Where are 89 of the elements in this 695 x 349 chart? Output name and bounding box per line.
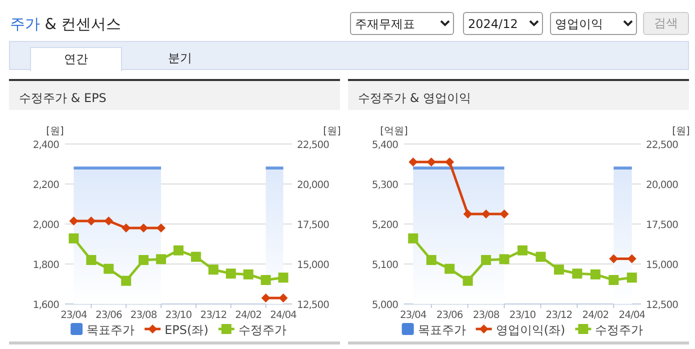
legend-label: EPS(좌) [164,323,208,337]
point [608,275,619,285]
point [190,252,201,262]
x-tick-label: 23/08 [130,310,157,321]
x-tick-label: 23/10 [509,310,536,321]
point [278,272,288,283]
point [121,276,132,286]
point [626,272,637,283]
chart-title: 수정주가 & 영업이익 [348,79,689,110]
x-tick-label: 23/12 [546,310,572,321]
y2-tick-label: 17,500 [646,220,678,231]
y-tick-label: 2,000 [32,220,60,231]
x-tick-label: 24/02 [235,310,262,321]
point [104,216,114,226]
y2-axis-title: [원] [323,126,341,137]
x-tick-label: 24/02 [582,310,609,321]
point [462,276,473,286]
point [156,254,166,264]
point [208,264,218,275]
point [481,255,492,265]
point [86,216,96,226]
text: 연간 [30,47,122,71]
x-tick-label: 23/04 [60,310,88,321]
x-tick-label: 23/06 [436,310,463,321]
point [261,294,270,302]
text: 주가 & 컨센서스 [10,15,122,33]
x-tick-label: 23/12 [200,310,227,321]
legend-label: 수정주가 [595,323,644,337]
y2-tick-label: 15,000 [646,260,678,271]
point [536,252,546,262]
point [426,255,436,265]
point [138,255,149,265]
point [156,224,166,232]
y2-tick-label: 17,500 [297,220,330,231]
legend-label: 영업이익(좌) [496,323,566,337]
y-tick-label: 1,600 [32,300,60,311]
text: 검색 [643,12,689,35]
y2-tick-label: 15,000 [297,260,330,271]
x-tick-label: 23/10 [165,310,192,321]
y2-tick-label: 22,500 [297,140,330,151]
text: 주재무제표 [350,12,454,35]
point [518,245,528,256]
y-tick-label: 5,000 [372,300,398,311]
point [590,269,600,280]
point [572,268,582,279]
point [463,210,472,218]
point [174,245,184,256]
point [426,158,436,166]
x-tick-label: 23/08 [472,310,500,321]
y-tick-label: 2,400 [32,140,60,151]
point [226,268,236,279]
point [500,210,509,218]
y2-tick-label: 12,500 [646,300,678,311]
point [68,233,79,244]
y-tick-label: 2,200 [32,180,60,191]
legend-label: 목표주가 [418,323,466,337]
point [445,158,454,166]
x-tick-label: 23/04 [400,310,426,321]
y2-tick-label: 12,500 [297,300,330,311]
y2-tick-label: 22,500 [646,140,678,151]
point [69,216,78,226]
point [86,255,96,265]
text: 2024/12 [463,12,543,35]
y2-tick-label: 20,000 [297,180,330,191]
x-tick-label: 23/06 [95,310,122,321]
text: 영업이익 [550,12,637,35]
y-tick-label: 5,200 [372,220,398,231]
legend-label: 수정주가 [238,323,286,337]
y-tick-label: 1,800 [32,260,60,271]
y2-tick-label: 20,000 [646,180,678,191]
y-axis-title: [원] [46,126,64,137]
chart-title: 수정주가 & EPS [9,79,340,110]
y-axis-title: [억원] [380,126,408,137]
point [554,264,564,275]
point [499,254,510,264]
point [243,269,254,280]
text: 분기 [167,50,193,67]
point [260,275,271,285]
y-tick-label: 5,300 [372,180,398,191]
y-tick-label: 5,100 [372,260,398,271]
point [104,264,114,274]
x-tick-label: 24/04 [618,310,646,321]
y2-axis-title: [원] [672,126,690,137]
x-tick-label: 24/04 [270,310,297,321]
point [444,264,455,274]
point [408,233,418,244]
y-tick-label: 5,400 [372,140,398,151]
point [278,294,288,302]
legend-label: 목표주가 [86,323,135,337]
